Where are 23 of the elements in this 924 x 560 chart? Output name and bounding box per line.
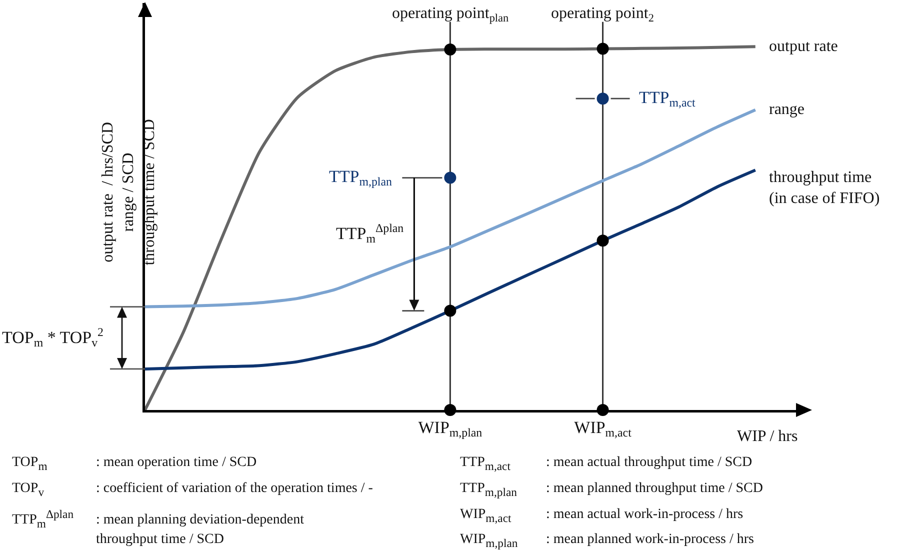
point [444,172,456,184]
x-tick-label: WIP$_{m,act}$ [574,418,632,440]
series-label: throughput time (in case of FIFO) [769,169,880,207]
point [596,234,609,247]
point [444,44,456,56]
series-label: TTP$_{m,act}$ [639,88,696,110]
point [596,42,609,55]
ref-line-label: operating point$_{2}$ [551,5,654,24]
y-axis-title: output rate / hrs/SCD range / SCD throughput time / SCD [99,119,158,266]
text: TTP$_{m,plan}$ [329,167,392,189]
x-tick-label: WIP$_{m,plan}$ [418,418,482,440]
point [444,304,456,317]
text: WIP$_{m,plan}$ : mean planned work-in-process / hrs [460,532,754,550]
ref-line-label: operating point$_{plan}$ [392,5,509,24]
text: WIP$_{m,act}$ : mean actual work-in-process / hrs [460,506,744,524]
series-label: range [769,101,805,118]
text: TOP$_{v}$ : coefficient of variation of the operation times / - [12,480,373,499]
text: TOP$_{m}$ : mean operation time / SCD [12,455,257,473]
text: TTP$_{m,plan}$ : mean planned throughput time / SCD [460,480,763,499]
series-label: output rate [769,38,838,55]
text: TTP$_{m,act}$ : mean actual throughput time / SCD [460,455,752,473]
x-axis-title: WIP / hrs [737,428,798,445]
point [596,92,609,105]
